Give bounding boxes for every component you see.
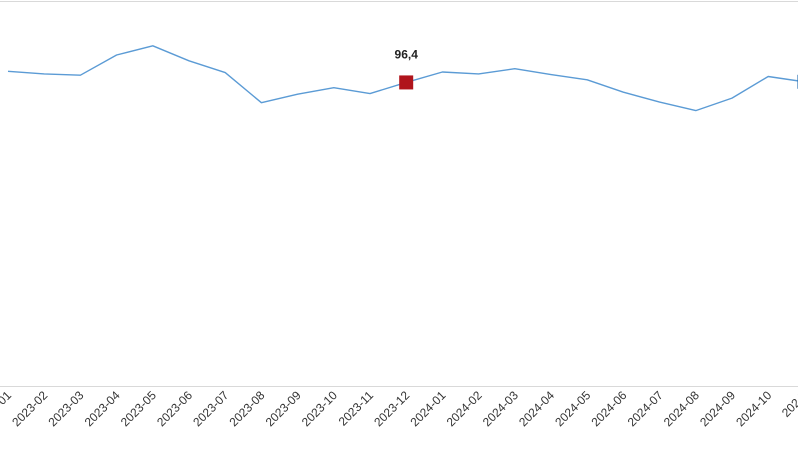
x-tick-label: 2023-04 [82,388,123,429]
x-tick-label: 2023-05 [118,388,159,429]
x-tick-label: 2024-01 [407,388,448,429]
x-tick-label: 2023-08 [226,388,267,429]
x-tick-label: 2024-04 [516,388,557,429]
x-tick-label: 2024-09 [697,388,738,429]
x-tick-label: -01 [0,388,14,410]
x-tick-label: 2023-12 [371,388,412,429]
x-tick-label: 2024-08 [661,388,702,429]
x-tick-label: 2023-02 [9,388,50,429]
x-tick-label: 2024-07 [625,388,666,429]
data-point-marker [399,75,414,90]
x-tick-label: 2023-07 [190,388,231,429]
x-tick-label: 2023-06 [154,388,195,429]
x-tick-label: 2024-05 [552,388,593,429]
x-tick-label: 2024-10 [733,388,774,429]
data-label: 96,4 [395,47,419,61]
x-tick-label: 2023-09 [263,388,304,429]
x-tick-label: 2024-02 [444,388,485,429]
x-tick-label: 2023-11 [336,388,377,429]
x-tick-label: 2024-03 [480,388,521,429]
x-tick-label: 2023-03 [45,388,86,429]
x-tick-label: 2024-06 [588,388,629,429]
x-tick-label: 2023-10 [299,388,340,429]
x-tick-label: 2024- [779,388,798,420]
annotation-group: 96,497 [395,47,798,90]
x-tick-labels: -012023-022023-032023-042023-052023-0620… [0,388,798,429]
